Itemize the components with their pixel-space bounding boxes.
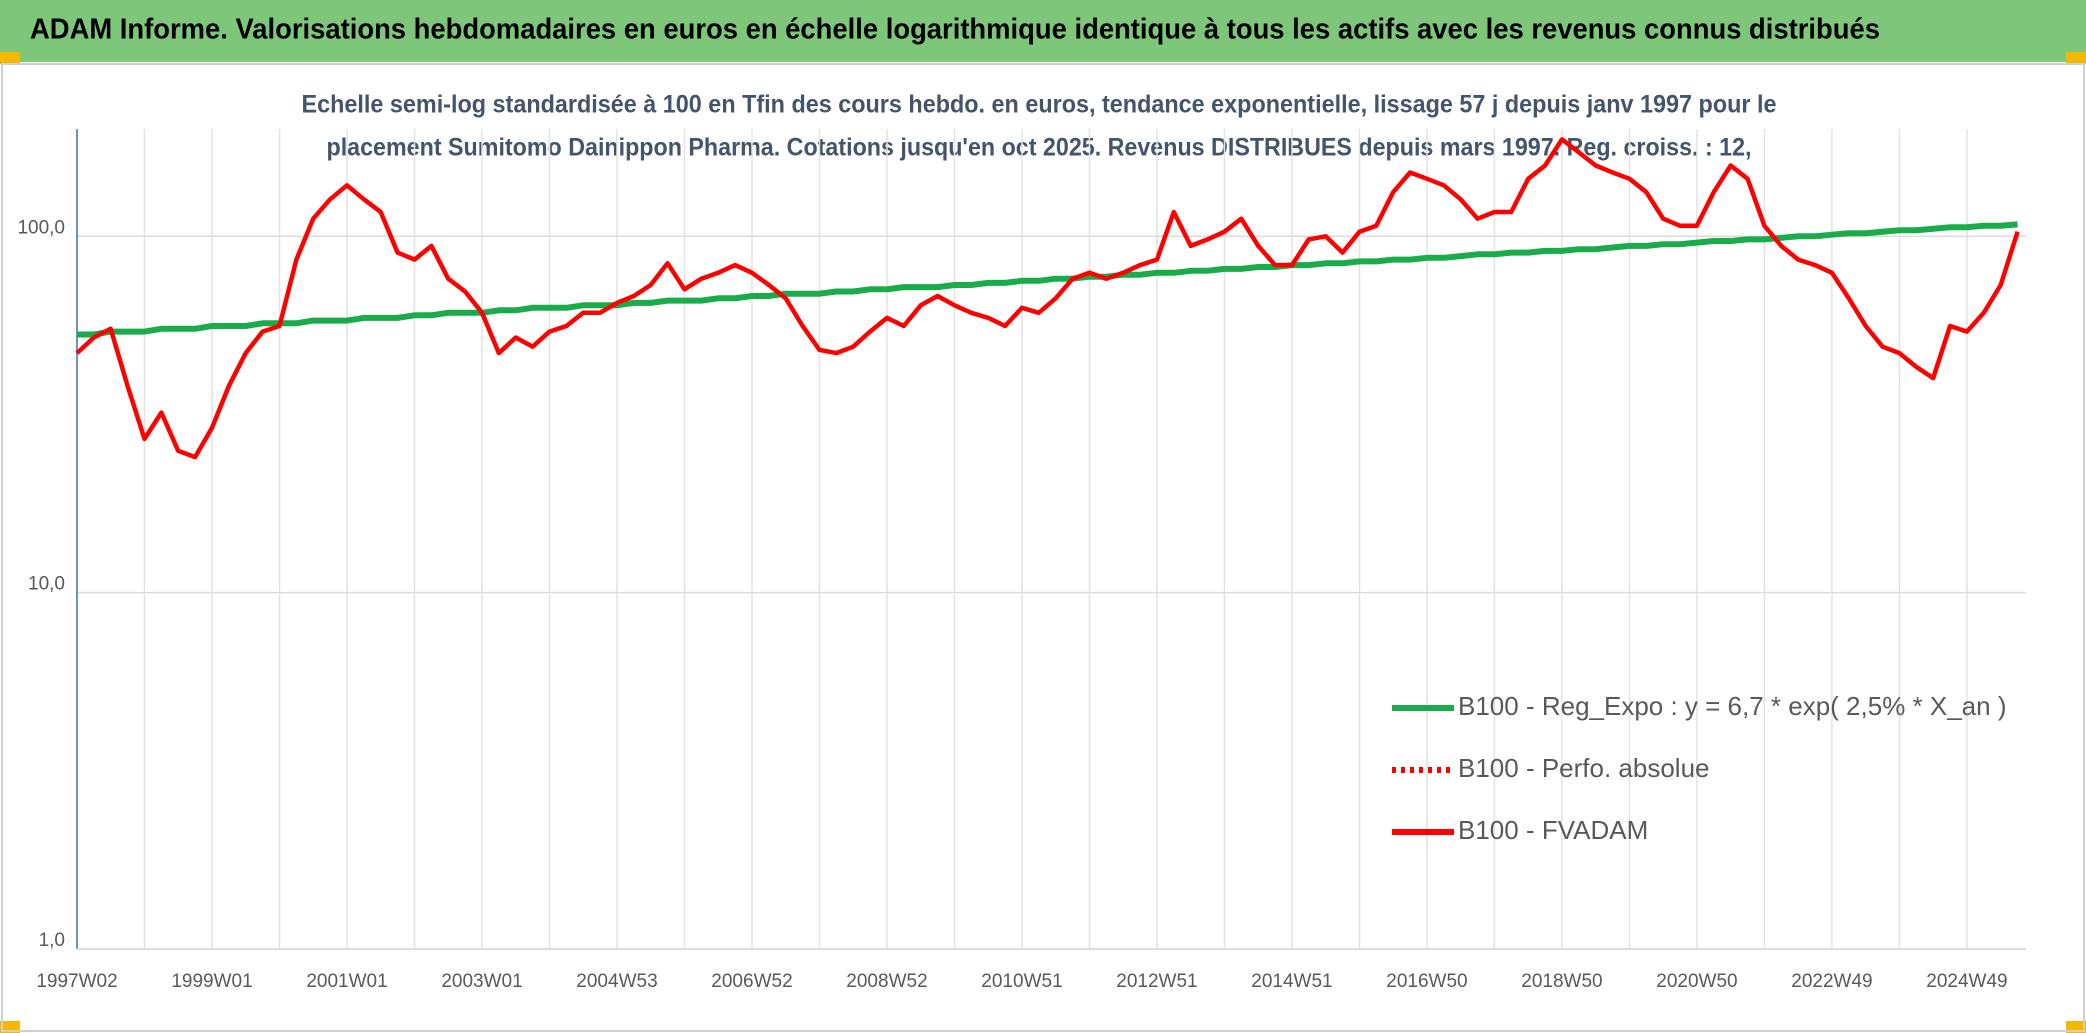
x-tick-label: 2012W51 bbox=[1116, 971, 1197, 992]
x-tick-label: 2020W50 bbox=[1656, 971, 1737, 992]
title-bar bbox=[0, 0, 2086, 62]
corner bbox=[2066, 52, 2086, 64]
x-tick-label: 1997W02 bbox=[36, 971, 117, 992]
legend-label: B100 - Perfo. absolue bbox=[1458, 753, 1710, 783]
frame bbox=[1, 63, 2085, 1032]
x-tick-label: 2006W52 bbox=[711, 971, 792, 992]
x-tick-label: 2024W49 bbox=[1926, 971, 2007, 992]
chart-subtitle: placement Sumitomo Dainippon Pharma. Cot… bbox=[327, 134, 1752, 162]
x-tick-label: 2022W49 bbox=[1791, 971, 1872, 992]
x-tick-label: 2018W50 bbox=[1521, 971, 1602, 992]
x-tick-label: 2003W01 bbox=[441, 971, 522, 992]
legend-label: B100 - Reg_Expo : y = 6,7 * exp( 2,5% * … bbox=[1458, 691, 2007, 721]
legend-label: B100 - FVADAM bbox=[1458, 815, 1648, 845]
x-tick-label: 2014W51 bbox=[1251, 971, 1332, 992]
x-tick-label: 2010W51 bbox=[981, 971, 1062, 992]
chart-title: ADAM Informe. Valorisations hebdomadaire… bbox=[30, 14, 1880, 46]
x-tick-label: 2004W53 bbox=[576, 971, 657, 992]
series-line bbox=[77, 221, 2018, 338]
y-tick-label: 10,0 bbox=[28, 574, 65, 595]
x-tick-label: 2001W01 bbox=[306, 971, 387, 992]
corner bbox=[0, 52, 20, 64]
x-tick-label: 2016W50 bbox=[1386, 971, 1467, 992]
y-tick-label: 100,0 bbox=[17, 217, 65, 238]
chart-subtitle: Echelle semi-log standardisée à 100 en T… bbox=[302, 91, 1777, 119]
series-line bbox=[75, 137, 2020, 460]
y-tick-label: 1,0 bbox=[39, 930, 65, 951]
x-tick-label: 1999W01 bbox=[171, 971, 252, 992]
x-tick-label: 2008W52 bbox=[846, 971, 927, 992]
